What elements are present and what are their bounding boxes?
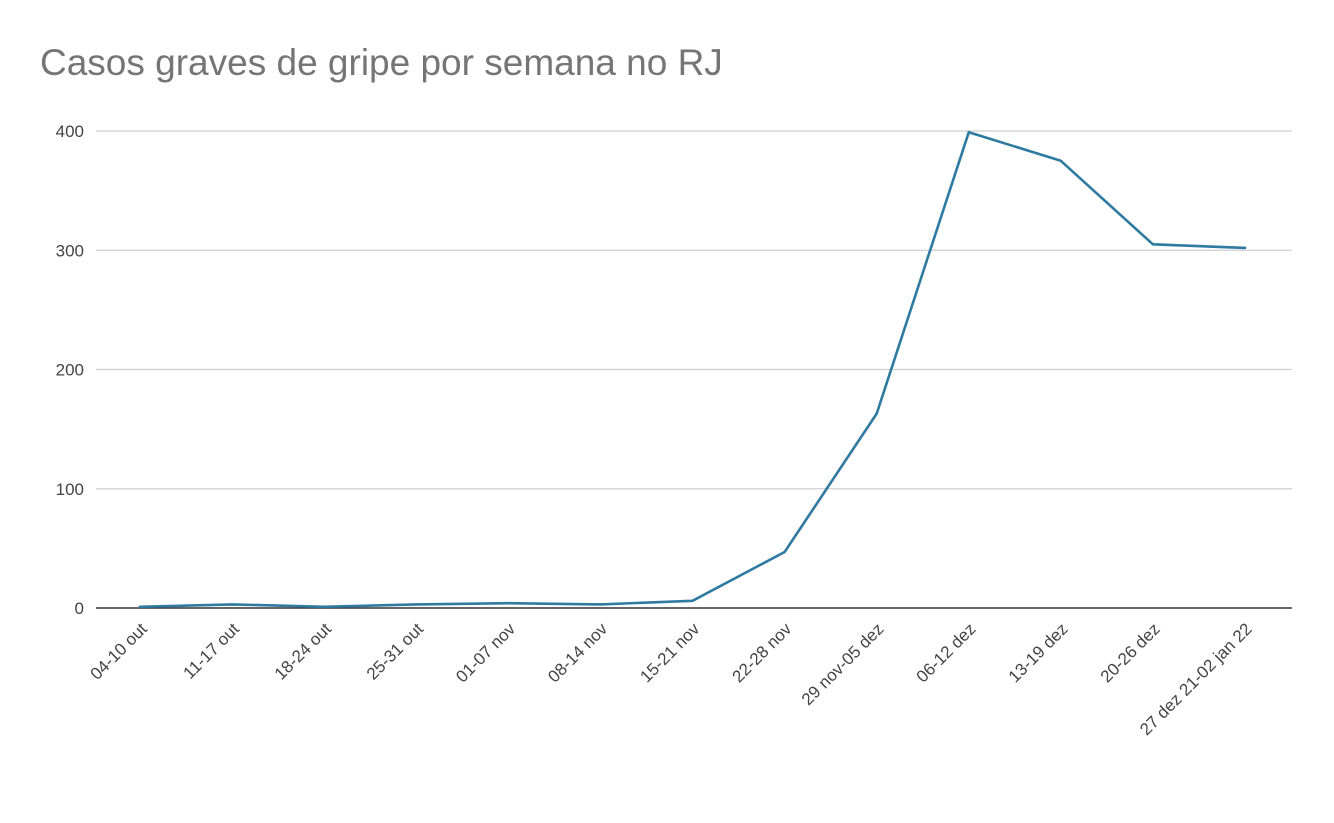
y-tick-label: 100	[56, 480, 84, 499]
x-tick-label: 01-07 nov	[452, 619, 519, 686]
data-point	[783, 550, 786, 554]
x-tick-label: 15-21 nov	[636, 619, 703, 686]
data-point	[691, 599, 694, 603]
y-tick-label: 400	[56, 122, 84, 141]
y-axis-tick-labels: 0 100 200 300 400	[56, 122, 84, 618]
data-point	[415, 603, 418, 606]
data-point	[230, 603, 234, 606]
series-layer	[138, 130, 1247, 609]
x-tick-label: 22-28 nov	[729, 619, 796, 686]
x-tick-label: 29 nov-05 dez	[798, 619, 888, 709]
data-point	[507, 602, 510, 605]
data-point	[875, 412, 878, 415]
data-point	[1243, 246, 1247, 250]
x-tick-label: 18-24 out	[271, 619, 335, 683]
data-point	[967, 130, 970, 134]
y-tick-label: 0	[75, 599, 84, 618]
data-point	[1059, 159, 1063, 163]
chart-title: Casos graves de gripe por semana no RJ	[40, 42, 723, 83]
x-tick-label: 08-14 nov	[544, 619, 611, 686]
y-tick-label: 200	[56, 361, 84, 380]
x-tick-label: 13-19 dez	[1005, 619, 1072, 686]
x-tick-label: 11-17 out	[180, 619, 244, 683]
x-tick-label: 25-31 out	[363, 619, 427, 683]
x-tick-label: 20-26 dez	[1097, 619, 1164, 686]
data-point	[322, 605, 326, 609]
data-point	[1151, 243, 1155, 246]
gridlines	[96, 130, 1292, 609]
x-axis-tick-labels: 04-10 out 11-17 out 18-24 out 25-31 out 01-0…	[87, 619, 1256, 739]
data-point	[599, 603, 602, 606]
x-tick-label: 06-12 dez	[913, 619, 980, 686]
x-tick-label: 04-10 out	[87, 619, 151, 683]
y-tick-label: 300	[56, 241, 84, 260]
data-point	[138, 605, 142, 609]
